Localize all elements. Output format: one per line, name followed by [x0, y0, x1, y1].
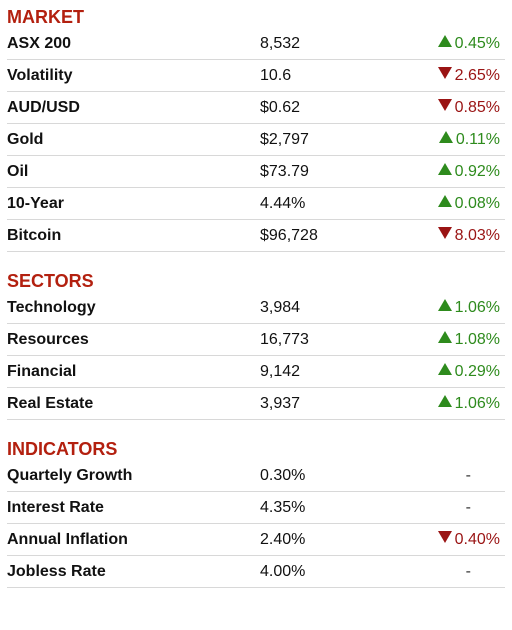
row-change: 0.08% [400, 194, 505, 213]
table-row: ASX 200 8,532 0.45% [7, 28, 505, 60]
row-value: $2,797 [260, 130, 309, 148]
row-change: - [465, 498, 471, 516]
indicators-list: Quartely Growth 0.30% - Interest Rate 4.35%… [7, 460, 512, 588]
row-change: 0.11% [400, 130, 505, 149]
section-title-market: MARKET [7, 7, 84, 27]
table-row: Technology 3,984 1.06% [7, 292, 505, 324]
section-title-sectors: SECTORS [7, 271, 94, 291]
row-change: 1.06% [400, 298, 505, 317]
row-name: Oil [7, 162, 29, 180]
triangle-up-icon [437, 194, 452, 207]
row-name: Technology [7, 298, 96, 316]
row-change: 1.08% [400, 330, 505, 349]
change-value: 0.08% [454, 194, 500, 212]
row-name: Financial [7, 362, 77, 380]
row-change: 0.85% [400, 98, 505, 117]
table-row: 10-Year 4.44% 0.08% [7, 188, 505, 220]
row-name: Jobless Rate [7, 562, 106, 580]
row-name: Interest Rate [7, 498, 104, 516]
table-row: Interest Rate 4.35% - [7, 492, 505, 524]
row-value: 0.30% [260, 466, 306, 484]
row-name: Annual Inflation [7, 530, 128, 548]
row-change: 0.45% [400, 34, 505, 53]
row-name: AUD/USD [7, 98, 80, 116]
triangle-up-icon [437, 330, 452, 343]
row-change: 2.65% [400, 66, 505, 85]
row-value: 16,773 [260, 330, 309, 348]
section-title-indicators: INDICATORS [7, 439, 118, 459]
row-name: Quartely Growth [7, 466, 133, 484]
row-value: $96,728 [260, 226, 318, 244]
triangle-up-icon [437, 162, 452, 175]
table-row: Annual Inflation 2.40% 0.40% [7, 524, 505, 556]
row-name: Gold [7, 130, 44, 148]
row-change: 8.03% [400, 226, 505, 245]
triangle-down-icon [437, 66, 452, 79]
row-name: Resources [7, 330, 89, 348]
market-summary: MARKET ASX 200 8,532 0.45% Volatility 10.6 2… [7, 7, 512, 588]
row-name: Real Estate [7, 394, 94, 412]
row-name: ASX 200 [7, 34, 72, 52]
table-row: Quartely Growth 0.30% - [7, 460, 505, 492]
row-value: 3,984 [260, 298, 301, 316]
row-change: 1.06% [400, 394, 505, 413]
row-change: - [465, 466, 471, 484]
triangle-up-icon [438, 130, 453, 143]
row-value: 3,937 [260, 394, 301, 412]
row-value: 10.6 [260, 66, 292, 84]
table-row: Real Estate 3,937 1.06% [7, 388, 505, 420]
market-list: ASX 200 8,532 0.45% Volatility 10.6 2.65% AU… [7, 28, 512, 252]
row-value: 2.40% [260, 530, 306, 548]
row-name: Bitcoin [7, 226, 62, 244]
table-row: AUD/USD $0.62 0.85% [7, 92, 505, 124]
row-value: 4.35% [260, 498, 306, 516]
change-value: 1.08% [454, 330, 500, 348]
table-row: Financial 9,142 0.29% [7, 356, 505, 388]
row-value: 8,532 [260, 34, 301, 52]
triangle-down-icon [437, 226, 452, 239]
row-value: 9,142 [260, 362, 301, 380]
row-value: $0.62 [260, 98, 301, 116]
table-row: Resources 16,773 1.08% [7, 324, 505, 356]
table-row: Volatility 10.6 2.65% [7, 60, 505, 92]
change-value: 1.06% [454, 394, 500, 412]
triangle-down-icon [437, 98, 452, 111]
change-value: 0.45% [454, 34, 500, 52]
triangle-up-icon [437, 34, 452, 47]
triangle-down-icon [437, 530, 452, 543]
sectors-list: Technology 3,984 1.06% Resources 16,773 1.08… [7, 292, 512, 420]
triangle-up-icon [437, 394, 452, 407]
row-change: 0.40% [400, 530, 505, 549]
table-row: Jobless Rate 4.00% - [7, 556, 505, 588]
row-name: Volatility [7, 66, 73, 84]
row-name: 10-Year [7, 194, 64, 212]
row-change: 0.92% [400, 162, 505, 181]
change-value: 0.92% [454, 162, 500, 180]
change-value: 0.11% [455, 130, 500, 148]
row-change: 0.29% [400, 362, 505, 381]
change-value: 2.65% [454, 66, 500, 84]
row-change: - [465, 562, 471, 580]
row-value: 4.00% [260, 562, 306, 580]
change-value: 8.03% [454, 226, 500, 244]
triangle-up-icon [437, 298, 452, 311]
table-row: Bitcoin $96,728 8.03% [7, 220, 505, 252]
change-value: 0.40% [454, 530, 500, 548]
row-value: 4.44% [260, 194, 306, 212]
change-value: 0.85% [454, 98, 500, 116]
row-value: $73.79 [260, 162, 309, 180]
change-value: 1.06% [454, 298, 500, 316]
triangle-up-icon [437, 362, 452, 375]
table-row: Gold $2,797 0.11% [7, 124, 505, 156]
table-row: Oil $73.79 0.92% [7, 156, 505, 188]
change-value: 0.29% [454, 362, 500, 380]
